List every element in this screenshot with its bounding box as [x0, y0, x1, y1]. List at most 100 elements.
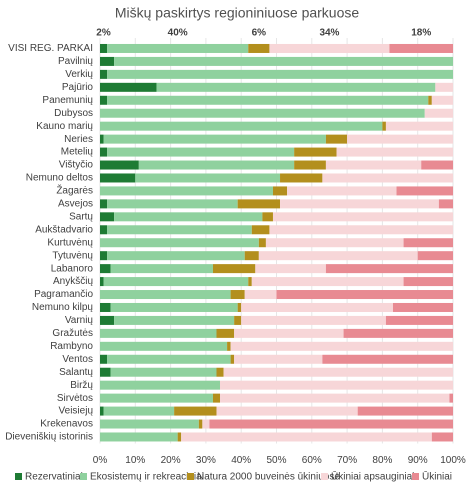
legend-swatch: [15, 473, 22, 480]
bar-segment: [428, 95, 432, 105]
y-tick-label: Nemuno kilpų: [32, 302, 94, 313]
legend-swatch: [412, 473, 419, 480]
bar-segment: [135, 173, 281, 183]
bar-segment: [100, 147, 108, 157]
chart-title: Miškų paskirtys regioniniuose parkuose: [115, 5, 360, 21]
bar-segment: [100, 199, 108, 209]
y-tick-label: Veisiejų: [59, 406, 94, 417]
y-tick-label: Dubysos: [54, 108, 93, 119]
y-tick-label: Ventos: [62, 354, 93, 365]
bar-segment: [212, 264, 256, 274]
bar-segment: [385, 121, 453, 131]
bar-segment: [294, 147, 337, 157]
bar-segment: [100, 328, 217, 338]
bar-segment: [100, 69, 108, 79]
bar-segment: [100, 367, 111, 377]
bar-segment: [244, 251, 259, 261]
y-tick-label: Sirvėtos: [57, 393, 93, 404]
y-tick-label: Kauno marių: [36, 121, 93, 132]
legend-swatch: [80, 473, 87, 480]
y-tick-label: Asvejos: [58, 199, 93, 210]
bar-segment: [100, 108, 425, 118]
bar-segment: [103, 134, 326, 144]
bar-segment: [230, 290, 245, 300]
bar-segment: [343, 328, 453, 338]
x-tick-label: 80%: [372, 455, 392, 466]
bar-segment: [347, 134, 453, 144]
bar-segment: [322, 173, 453, 183]
bar-segment: [272, 212, 453, 222]
bar-segment: [216, 406, 358, 416]
bar-segment: [100, 315, 115, 325]
bar-segment: [276, 290, 453, 300]
legend-label: Rezervatiniai: [25, 472, 83, 483]
bar-segment: [241, 302, 393, 312]
bar-segment: [431, 95, 453, 105]
bar-segment: [100, 302, 111, 312]
y-tick-label: Gražutės: [52, 328, 93, 339]
y-tick-label: Pagramančio: [34, 289, 93, 300]
bar-segment: [237, 302, 242, 312]
bar-segment: [421, 160, 453, 170]
bar-segment: [107, 225, 252, 235]
x-tick-label: 0%: [93, 455, 108, 466]
bar-segment: [114, 315, 235, 325]
bar-segment: [100, 173, 136, 183]
bar-segment: [280, 173, 323, 183]
bar-segment: [258, 251, 418, 261]
y-tick-label: Aukštadvario: [35, 224, 93, 235]
bar-segment: [100, 160, 139, 170]
bar-segment: [100, 56, 115, 66]
y-tick-label: Sartų: [69, 211, 93, 222]
y-tick-label: Metelių: [61, 147, 94, 158]
y-tick-label: Vištyčio: [59, 160, 94, 171]
y-tick-label: Kurtuvėnų: [47, 237, 93, 248]
bar-segment: [100, 43, 108, 53]
bar-segment: [100, 432, 178, 442]
bar-segment: [110, 302, 238, 312]
bar-segment: [103, 277, 249, 287]
x-tick-label: 90%: [408, 455, 428, 466]
value-label: 40%: [168, 28, 188, 39]
bar-segment: [220, 380, 453, 390]
bar-segment: [181, 432, 432, 442]
legend-label: Ekosistemų ir rekreaciniai: [90, 472, 204, 483]
bar-segment: [100, 393, 213, 403]
bar-segment: [424, 108, 453, 118]
bar-segment: [100, 290, 231, 300]
y-tick-label: Krekenavos: [40, 419, 93, 430]
bar-segment: [107, 95, 429, 105]
bar-segment: [100, 419, 199, 429]
bar-segment: [107, 147, 295, 157]
x-tick-label: 40%: [231, 455, 251, 466]
bar-segment: [100, 238, 259, 248]
bar-segment: [198, 419, 203, 429]
bar-segment: [396, 186, 453, 196]
bar-segment: [438, 199, 453, 209]
bar-segment: [100, 186, 273, 196]
bar-segment: [174, 406, 217, 416]
bar-segment: [251, 277, 404, 287]
bar-segment: [110, 367, 217, 377]
bar-segment: [417, 251, 453, 261]
bar-segment: [258, 238, 266, 248]
value-label: 2%: [96, 28, 111, 39]
y-tick-label: Tytuvėnų: [52, 250, 93, 261]
legend-swatch: [321, 473, 328, 480]
bar-segment: [216, 367, 224, 377]
bar-segment: [230, 341, 453, 351]
y-tick-label: Dieveniškių istorinis: [5, 432, 93, 443]
bar-segment: [107, 43, 249, 53]
bar-segment: [209, 419, 453, 429]
y-tick-label: Labanoro: [51, 263, 94, 274]
x-tick-label: 10%: [125, 455, 145, 466]
bar-segment: [234, 354, 323, 364]
bar-segment: [403, 238, 453, 248]
bar-segment: [325, 160, 422, 170]
bar-segment: [262, 212, 273, 222]
y-tick-label: Žagarės: [56, 184, 93, 197]
bar-segment: [248, 43, 270, 53]
y-tick-label: Panemunių: [42, 95, 93, 106]
y-tick-label: Biržų: [70, 380, 93, 391]
